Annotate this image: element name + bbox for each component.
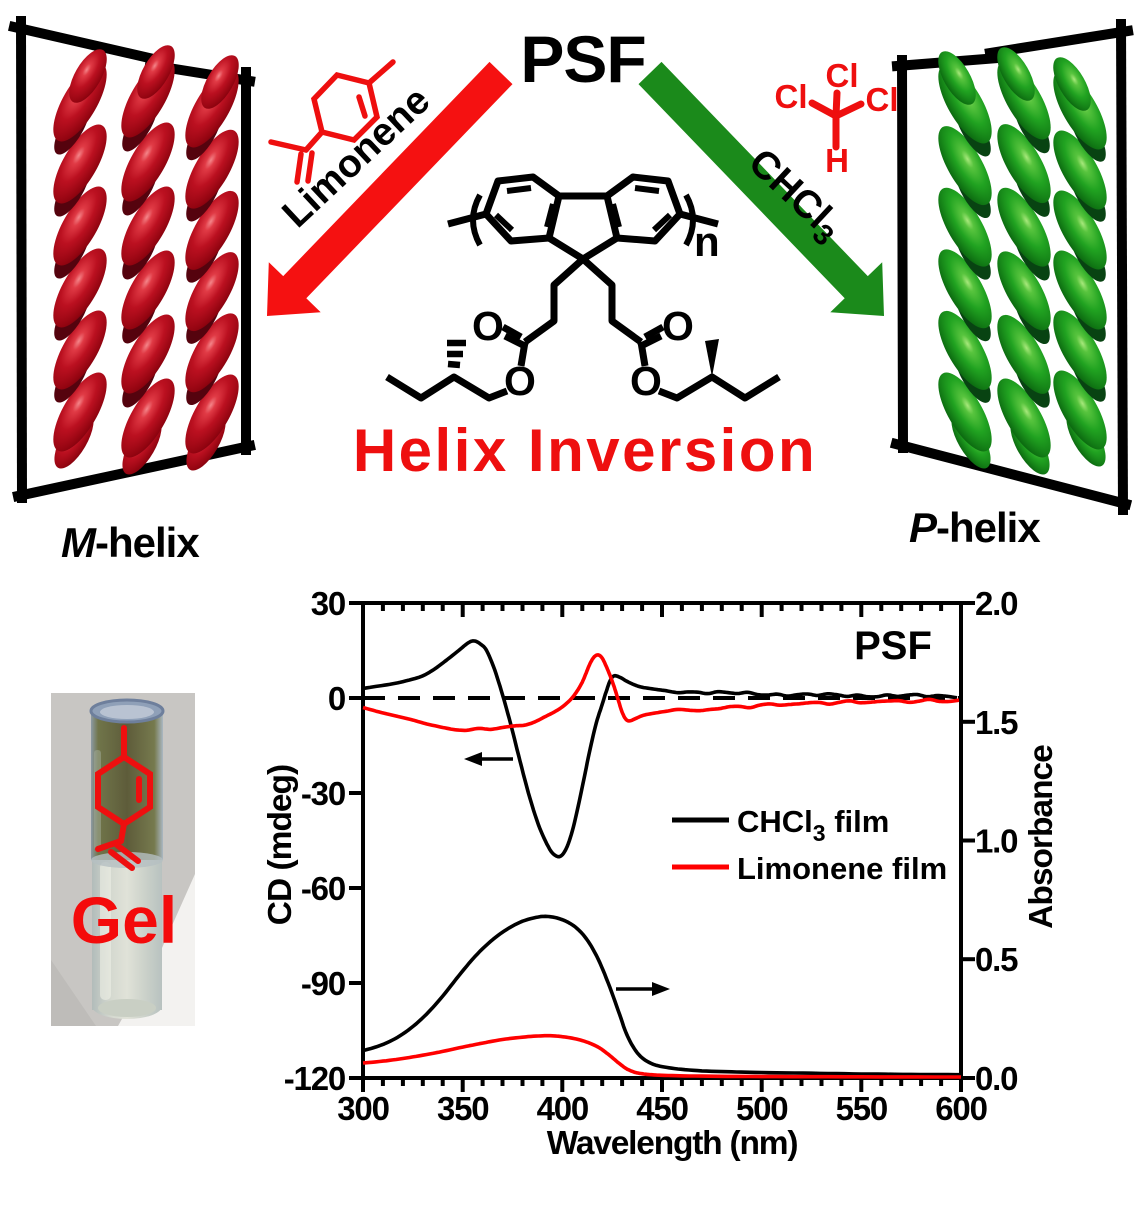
- svg-text:H: H: [825, 142, 849, 179]
- svg-text:O: O: [472, 303, 504, 349]
- svg-text:2.0: 2.0: [975, 585, 1017, 622]
- svg-text:P-helix: P-helix: [909, 504, 1041, 551]
- svg-text:350: 350: [437, 1090, 488, 1127]
- svg-text:550: 550: [836, 1090, 887, 1127]
- svg-text:1.5: 1.5: [975, 704, 1018, 741]
- svg-text:O: O: [630, 358, 662, 404]
- svg-text:400: 400: [537, 1090, 588, 1127]
- svg-text:Gel: Gel: [71, 883, 177, 957]
- svg-text:300: 300: [337, 1090, 388, 1127]
- svg-text:CD (mdeg): CD (mdeg): [262, 765, 299, 925]
- svg-text:450: 450: [636, 1090, 687, 1127]
- svg-text:M-helix: M-helix: [61, 519, 200, 566]
- svg-text:PSF: PSF: [854, 624, 932, 668]
- svg-text:n: n: [694, 218, 720, 265]
- svg-text:CHCl3 film: CHCl3 film: [737, 804, 889, 846]
- svg-text:0.5: 0.5: [975, 941, 1018, 978]
- svg-text:Cl: Cl: [826, 57, 859, 94]
- svg-text:Cl: Cl: [775, 78, 808, 115]
- svg-text:Absorbance: Absorbance: [1023, 745, 1060, 929]
- svg-text:0.0: 0.0: [975, 1060, 1017, 1097]
- svg-text:-60: -60: [301, 870, 345, 907]
- svg-text:Helix Inversion: Helix Inversion: [353, 417, 817, 484]
- svg-text:600: 600: [935, 1090, 986, 1127]
- svg-text:-90: -90: [301, 965, 345, 1002]
- svg-text:O: O: [504, 358, 536, 404]
- svg-text:Cl: Cl: [866, 81, 899, 118]
- svg-text:-120: -120: [284, 1060, 345, 1097]
- svg-text:30: 30: [311, 585, 345, 622]
- svg-text:PSF: PSF: [520, 22, 645, 96]
- svg-text:1.0: 1.0: [975, 823, 1017, 860]
- svg-text:0: 0: [328, 680, 345, 717]
- svg-text:500: 500: [736, 1090, 787, 1127]
- svg-text:Limonene film: Limonene film: [737, 851, 947, 886]
- svg-text:O: O: [662, 303, 694, 349]
- svg-text:-30: -30: [301, 775, 345, 812]
- svg-text:Wavelength (nm): Wavelength (nm): [547, 1125, 798, 1162]
